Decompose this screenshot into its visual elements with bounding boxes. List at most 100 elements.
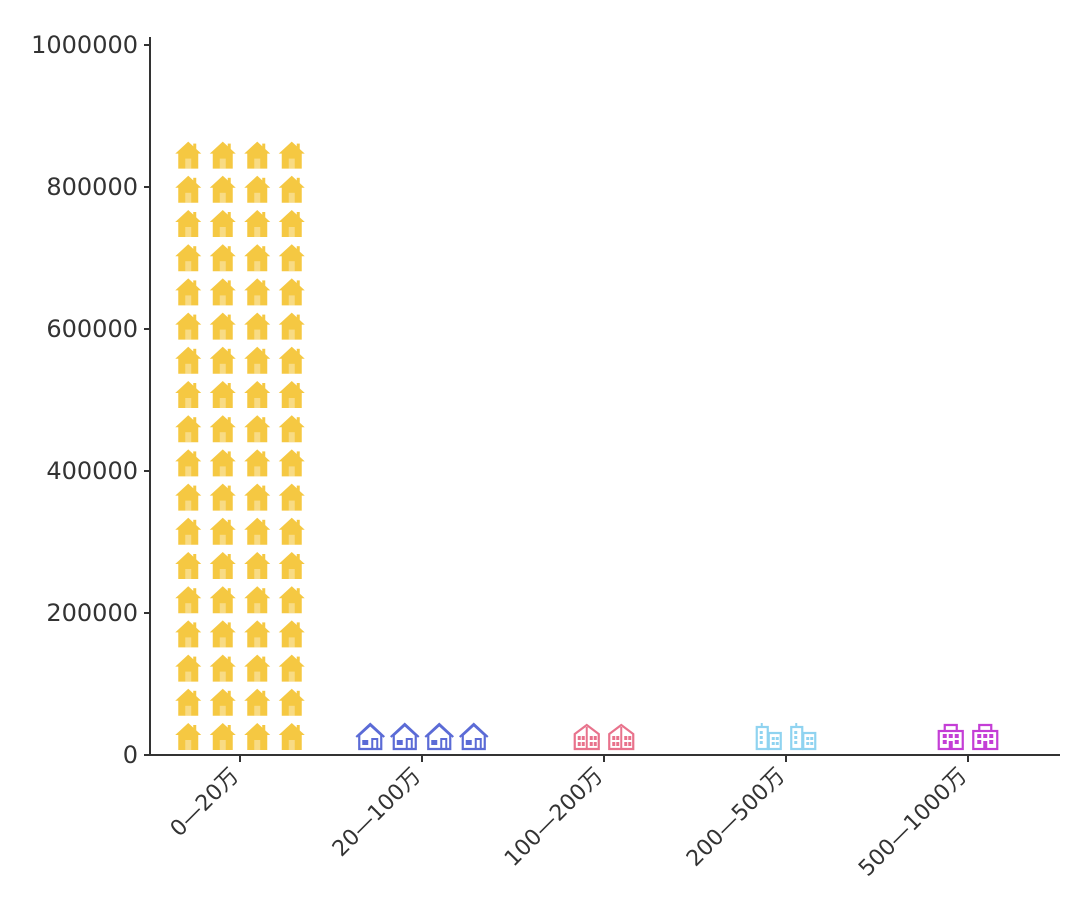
house-icon <box>175 449 202 477</box>
house-icon <box>175 654 202 682</box>
house-icon <box>209 312 236 340</box>
villa-icon <box>459 722 489 751</box>
house-icon <box>244 517 271 545</box>
office-building-icon <box>790 723 817 751</box>
house-icon <box>209 586 236 614</box>
x-tick-label: 500—1000万 <box>854 764 972 882</box>
bar-marks <box>175 141 999 751</box>
house-icon <box>209 210 236 237</box>
y-tick-label: 0 <box>123 741 138 769</box>
house-icon <box>278 654 305 682</box>
house-icon <box>175 723 202 750</box>
house-icon <box>244 346 271 374</box>
y-axis-ticks: 0 200000 400000 600000 800000 1000000 <box>31 31 150 769</box>
house-icon <box>278 552 305 579</box>
house-icon <box>244 278 271 306</box>
house-icon <box>175 517 202 545</box>
villa-icon <box>424 722 454 751</box>
house-icon <box>175 278 202 306</box>
house-icon <box>278 415 305 443</box>
x-tick-label: 0—20万 <box>166 764 244 842</box>
house-icon <box>175 415 202 443</box>
y-tick-label: 600000 <box>46 315 138 343</box>
house-icon <box>278 175 305 203</box>
house-icon <box>278 346 305 374</box>
house-icon <box>278 278 305 306</box>
house-icon <box>209 483 236 511</box>
house-icon <box>209 346 236 374</box>
house-icon <box>175 586 202 614</box>
x-tick-label: 200—500万 <box>682 764 790 872</box>
house-icon <box>278 620 305 648</box>
house-icon <box>278 381 305 408</box>
house-icon <box>175 244 202 272</box>
y-tick-label: 1000000 <box>31 31 138 59</box>
house-icon <box>209 723 236 750</box>
house-icon <box>244 620 271 648</box>
house-icon <box>244 688 271 716</box>
x-tick-label: 100—200万 <box>500 764 608 872</box>
house-icon <box>278 688 305 716</box>
house-icon <box>175 381 202 408</box>
house-icon <box>278 449 305 477</box>
bar-4 <box>755 723 817 751</box>
house-icon <box>278 517 305 545</box>
house-icon <box>244 175 271 203</box>
house-icon <box>209 552 236 579</box>
house-icon <box>278 244 305 272</box>
apartment-building-icon <box>972 723 999 751</box>
house-icon <box>209 654 236 682</box>
house-icon <box>209 175 236 203</box>
house-icon <box>244 586 271 614</box>
house-icon <box>278 483 305 511</box>
house-icon <box>278 210 305 237</box>
house-icon <box>244 244 271 272</box>
house-icon <box>244 654 271 682</box>
house-icon <box>209 278 236 306</box>
house-icon <box>209 688 236 716</box>
house-icon <box>209 620 236 648</box>
townhouse-icon <box>608 723 635 751</box>
house-icon <box>209 381 236 408</box>
house-icon <box>244 483 271 511</box>
house-icon <box>175 688 202 716</box>
house-icon <box>175 346 202 374</box>
house-icon <box>278 586 305 614</box>
house-icon <box>278 141 305 169</box>
house-icon <box>244 415 271 443</box>
x-axis-ticks: 0—20万 20—100万 100—200万 200—500万 500—1000万 <box>166 755 972 882</box>
house-icon <box>244 312 271 340</box>
house-icon <box>209 449 236 477</box>
bar-5 <box>937 723 999 751</box>
house-icon <box>244 381 271 408</box>
y-tick-label: 400000 <box>46 457 138 485</box>
y-tick-label: 800000 <box>46 173 138 201</box>
house-icon <box>175 141 202 169</box>
house-icon <box>244 449 271 477</box>
house-icon <box>278 723 305 750</box>
house-icon <box>209 415 236 443</box>
y-tick-label: 200000 <box>46 599 138 627</box>
house-icon <box>244 552 271 579</box>
bar-3 <box>573 723 635 751</box>
house-icon <box>175 483 202 511</box>
house-icon <box>244 723 271 750</box>
house-icon <box>175 552 202 579</box>
townhouse-icon <box>573 723 600 751</box>
apartment-building-icon <box>937 723 964 751</box>
house-icon <box>209 141 236 169</box>
house-icon <box>209 517 236 545</box>
house-icon <box>175 620 202 648</box>
villa-icon <box>355 722 385 751</box>
villa-icon <box>390 722 420 751</box>
house-icon <box>278 312 305 340</box>
bar-1 <box>175 141 305 750</box>
bar-2 <box>355 722 489 751</box>
house-icon <box>175 175 202 203</box>
office-building-icon <box>755 723 782 751</box>
house-icon <box>209 244 236 272</box>
house-icon <box>244 141 271 169</box>
x-tick-label: 20—100万 <box>328 764 426 862</box>
house-icon <box>175 210 202 237</box>
